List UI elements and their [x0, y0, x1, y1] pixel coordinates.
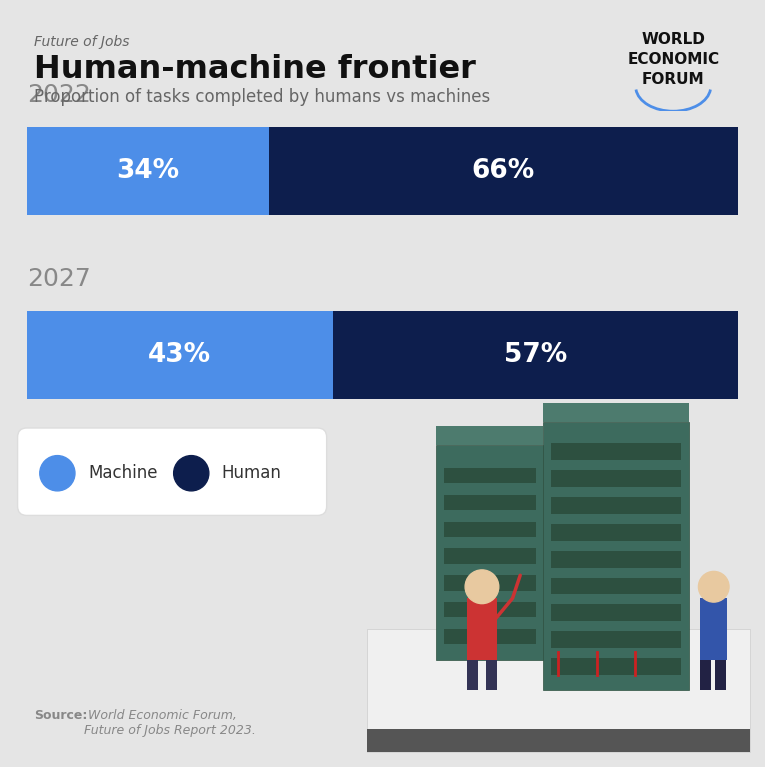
- Text: 2022: 2022: [27, 84, 90, 107]
- Bar: [444, 548, 536, 564]
- Circle shape: [40, 456, 75, 491]
- Text: Future of Jobs: Future of Jobs: [34, 35, 130, 48]
- Text: 34%: 34%: [116, 158, 179, 183]
- Bar: [27, 311, 333, 399]
- Bar: [551, 497, 681, 514]
- Text: FORUM: FORUM: [642, 72, 705, 87]
- Text: World Economic Forum,
Future of Jobs Report 2023.: World Economic Forum, Future of Jobs Rep…: [84, 709, 256, 738]
- Bar: [269, 127, 738, 215]
- Bar: [444, 522, 536, 537]
- Bar: [700, 660, 711, 690]
- Bar: [444, 575, 536, 591]
- Text: Proportion of tasks completed by humans vs machines: Proportion of tasks completed by humans …: [34, 88, 490, 106]
- Bar: [715, 660, 726, 690]
- Text: 43%: 43%: [148, 342, 211, 367]
- Text: Human: Human: [222, 464, 282, 482]
- Bar: [551, 578, 681, 594]
- Bar: [367, 729, 750, 752]
- Text: ECONOMIC: ECONOMIC: [627, 52, 719, 67]
- Bar: [333, 311, 738, 399]
- FancyBboxPatch shape: [18, 428, 327, 515]
- Bar: [27, 127, 269, 215]
- Circle shape: [465, 570, 499, 604]
- Bar: [444, 602, 536, 617]
- Bar: [444, 468, 536, 483]
- Bar: [543, 422, 688, 690]
- Bar: [551, 551, 681, 568]
- Bar: [436, 426, 543, 445]
- Text: WORLD: WORLD: [641, 32, 705, 48]
- Circle shape: [698, 571, 729, 602]
- Bar: [551, 658, 681, 675]
- Bar: [486, 660, 497, 690]
- Bar: [551, 470, 681, 487]
- Bar: [551, 631, 681, 648]
- Bar: [551, 604, 681, 621]
- Circle shape: [174, 456, 209, 491]
- Text: 66%: 66%: [472, 158, 535, 183]
- Bar: [444, 495, 536, 510]
- Bar: [467, 660, 478, 690]
- Bar: [467, 598, 497, 660]
- Bar: [543, 403, 688, 422]
- Polygon shape: [367, 629, 750, 752]
- Text: Source:: Source:: [34, 709, 88, 723]
- Bar: [436, 445, 543, 660]
- Text: Machine: Machine: [88, 464, 158, 482]
- Bar: [551, 443, 681, 460]
- Text: 2027: 2027: [27, 268, 90, 291]
- Text: Human-machine frontier: Human-machine frontier: [34, 54, 477, 84]
- Text: 57%: 57%: [504, 342, 567, 367]
- Bar: [444, 629, 536, 644]
- Bar: [700, 598, 727, 660]
- Bar: [551, 524, 681, 541]
